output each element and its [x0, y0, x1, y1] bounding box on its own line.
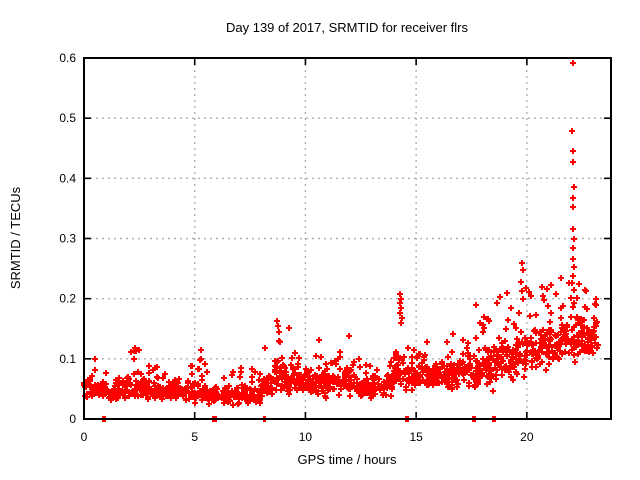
chart-title: Day 139 of 2017, SRMTID for receiver flr…: [226, 20, 469, 35]
y-tick-label: 0.4: [59, 171, 76, 185]
x-tick-label: 5: [191, 430, 198, 444]
x-axis-label: GPS time / hours: [298, 452, 397, 467]
x-tick-label: 10: [299, 430, 313, 444]
y-tick-label: 0: [69, 412, 76, 426]
axis-ticks: [83, 57, 611, 420]
y-axis-label: SRMTID / TECUs: [8, 186, 23, 289]
y-tick-label: 0.6: [59, 51, 76, 65]
data-points: [81, 60, 601, 422]
x-tick-label: 15: [409, 430, 423, 444]
y-tick-label: 0.1: [59, 352, 76, 366]
tick-labels: 0 5 10 15 20 0 0.1 0.2 0.3 0.4 0.5 0.6: [59, 51, 534, 444]
x-tick-label: 0: [81, 430, 88, 444]
y-tick-label: 0.5: [59, 111, 76, 125]
scatter-markers: [81, 60, 601, 422]
x-tick-label: 20: [520, 430, 534, 444]
y-tick-label: 0.2: [59, 292, 76, 306]
y-tick-label: 0.3: [59, 232, 76, 246]
